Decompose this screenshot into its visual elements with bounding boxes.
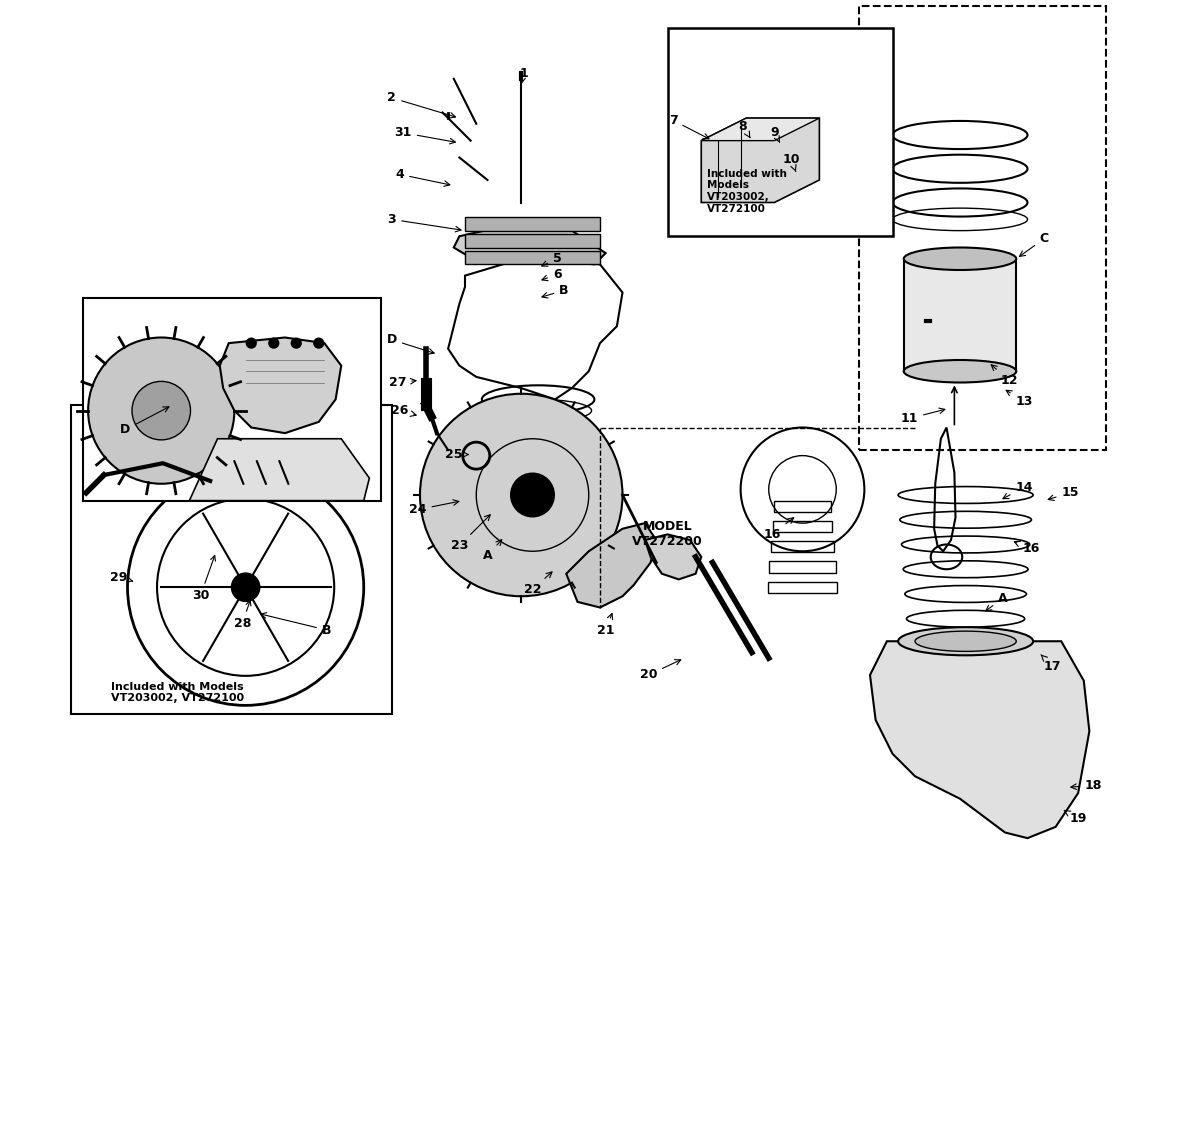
Text: MODEL
VT272200: MODEL VT272200 — [632, 521, 703, 548]
Text: 5: 5 — [541, 252, 562, 267]
Bar — [667, 28, 893, 236]
Text: 22: 22 — [523, 572, 552, 596]
Bar — [859, 6, 1106, 450]
Text: 1: 1 — [520, 66, 528, 83]
Circle shape — [420, 394, 623, 596]
Circle shape — [510, 472, 554, 518]
Bar — [773, 521, 833, 532]
Polygon shape — [646, 534, 701, 579]
Text: 24: 24 — [409, 500, 458, 516]
Text: 27: 27 — [389, 376, 416, 389]
Polygon shape — [701, 118, 820, 202]
Text: 4: 4 — [395, 168, 450, 187]
Text: 30: 30 — [192, 556, 216, 602]
Bar — [774, 501, 830, 512]
Text: 12: 12 — [991, 364, 1019, 387]
Text: 8: 8 — [738, 119, 750, 137]
Text: 14: 14 — [1003, 480, 1033, 498]
Text: 26: 26 — [391, 404, 416, 417]
Text: 29: 29 — [110, 570, 133, 584]
Text: D: D — [120, 407, 169, 436]
Text: 13: 13 — [1006, 390, 1033, 408]
Polygon shape — [566, 523, 656, 608]
Text: 15: 15 — [1049, 486, 1079, 501]
Polygon shape — [870, 641, 1090, 838]
Bar — [904, 259, 1016, 371]
Bar — [466, 251, 600, 264]
Circle shape — [232, 573, 260, 602]
Text: 7: 7 — [668, 114, 709, 138]
Text: 2: 2 — [388, 91, 456, 118]
Bar — [83, 298, 380, 501]
Text: 19: 19 — [1064, 810, 1087, 826]
Bar — [71, 405, 392, 714]
Bar — [466, 234, 600, 248]
Text: 21: 21 — [596, 613, 614, 637]
Polygon shape — [220, 338, 341, 433]
Text: B: B — [260, 613, 331, 637]
Ellipse shape — [904, 360, 1016, 382]
Text: 28: 28 — [234, 601, 251, 630]
Text: 20: 20 — [640, 659, 680, 682]
Text: 16: 16 — [1014, 541, 1039, 556]
Text: 6: 6 — [542, 268, 562, 281]
Text: 31: 31 — [395, 126, 456, 144]
Ellipse shape — [916, 631, 1016, 651]
Bar — [772, 541, 834, 552]
Bar — [466, 217, 600, 231]
Circle shape — [246, 338, 257, 349]
Text: Included with
Models
VT203002,
VT272100: Included with Models VT203002, VT272100 — [707, 169, 787, 214]
Ellipse shape — [898, 628, 1033, 655]
Text: D: D — [386, 333, 434, 354]
Text: 18: 18 — [1070, 778, 1102, 792]
Text: Included with Models
VT203002, VT272100: Included with Models VT203002, VT272100 — [110, 682, 244, 703]
Circle shape — [132, 381, 191, 440]
Text: C: C — [1020, 232, 1049, 256]
Text: 3: 3 — [388, 213, 461, 232]
Text: A: A — [482, 540, 502, 562]
Text: 10: 10 — [782, 153, 800, 172]
Circle shape — [290, 338, 302, 349]
Text: B: B — [542, 284, 569, 298]
Text: 11: 11 — [901, 408, 944, 425]
Ellipse shape — [904, 248, 1016, 270]
Text: A: A — [985, 592, 1008, 611]
Polygon shape — [190, 439, 370, 501]
Bar — [768, 582, 838, 593]
Circle shape — [268, 338, 280, 349]
Text: 25: 25 — [445, 448, 468, 461]
Text: 9: 9 — [770, 126, 780, 142]
Circle shape — [88, 338, 234, 484]
Bar — [769, 561, 835, 573]
Circle shape — [313, 338, 324, 349]
Polygon shape — [701, 118, 820, 141]
Text: 16: 16 — [763, 518, 793, 541]
Text: 17: 17 — [1040, 655, 1061, 673]
Polygon shape — [454, 225, 606, 264]
Text: 23: 23 — [451, 515, 491, 552]
